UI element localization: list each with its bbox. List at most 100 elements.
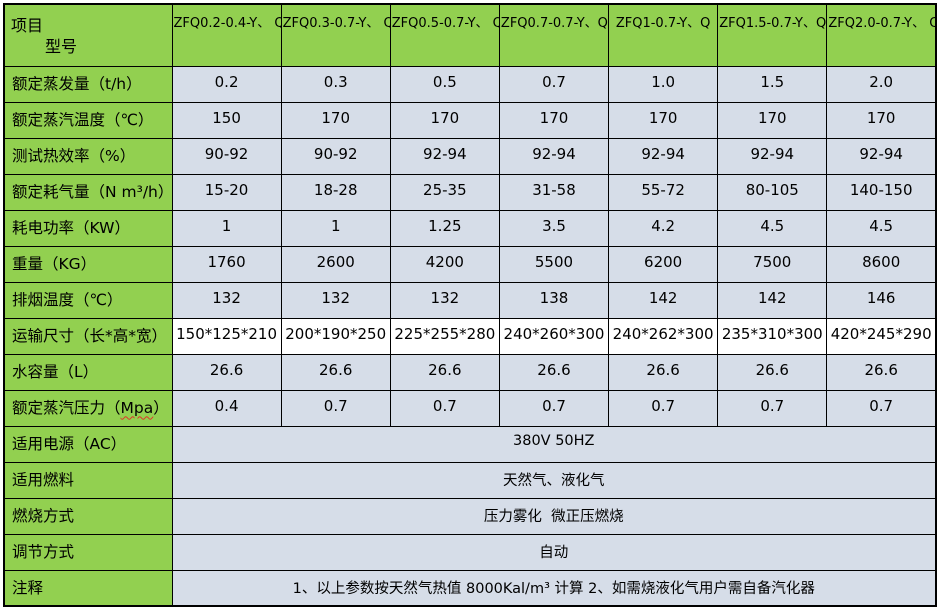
value-cell: 26.6 <box>498 353 610 391</box>
power-supply-value: 380V 50HZ <box>171 425 937 463</box>
row-rated-steam-pressure: 额定蒸汽压力（Mpa） 0.4 0.7 0.7 0.7 0.7 0.7 0.7 <box>3 389 937 427</box>
notes-value: 1、以上参数按天然气热值 8000Kal/m³ 计算 2、如需烧液化气用户需自备… <box>171 569 937 607</box>
value-cell: 1 <box>171 209 282 247</box>
value-cell: 3.5 <box>498 209 610 247</box>
value-cell: 170 <box>826 101 937 139</box>
row-label-power-supply: 适用电源（AC） <box>3 425 173 463</box>
value-cell: 150*125*210 <box>171 317 282 355</box>
value-cell: 0.7 <box>826 389 937 427</box>
value-cell: 4.5 <box>826 209 937 247</box>
value-cell: 92-94 <box>826 137 937 175</box>
model-column-header-3: ZFQ0.5-0.7-Y、 Q <box>389 3 500 67</box>
value-cell: 8600 <box>826 245 937 283</box>
label-suffix: ） <box>153 398 169 417</box>
value-cell: 26.6 <box>280 353 391 391</box>
value-cell: 0.7 <box>608 389 719 427</box>
value-cell: 31-58 <box>498 173 610 211</box>
value-cell: 420*245*290 <box>826 317 937 355</box>
value-cell: 92-94 <box>608 137 719 175</box>
value-cell: 6200 <box>608 245 719 283</box>
row-label-exhaust-temperature: 排烟温度（℃） <box>3 281 173 319</box>
value-cell: 0.2 <box>171 65 282 103</box>
value-cell: 5500 <box>498 245 610 283</box>
value-cell: 0.7 <box>280 389 391 427</box>
value-cell: 90-92 <box>171 137 282 175</box>
value-cell: 55-72 <box>608 173 719 211</box>
row-label-power-consumption: 耗电功率（KW） <box>3 209 173 247</box>
row-water-capacity: 水容量（L） 26.6 26.6 26.6 26.6 26.6 26.6 26.… <box>3 353 937 391</box>
value-cell: 235*310*300 <box>717 317 828 355</box>
value-cell: 26.6 <box>389 353 500 391</box>
row-rated-gas-consumption: 额定耗气量（N m³/h） 15-20 18-28 25-35 31-58 55… <box>3 173 937 211</box>
row-transport-dimensions: 运输尺寸（长*高*宽） 150*125*210 200*190*250 225*… <box>3 317 937 355</box>
value-cell: 26.6 <box>826 353 937 391</box>
boiler-spec-table: 项目 型号 ZFQ0.2-0.4-Y、 Q ZFQ0.3-0.7-Y、 Q ZF… <box>3 3 937 607</box>
value-cell: 146 <box>826 281 937 319</box>
value-cell: 4200 <box>389 245 500 283</box>
model-column-header-6: ZFQ1.5-0.7-Y、Q <box>717 3 828 67</box>
value-cell: 142 <box>608 281 719 319</box>
row-label-rated-gas-consumption: 额定耗气量（N m³/h） <box>3 173 173 211</box>
value-cell: 1 <box>280 209 391 247</box>
value-cell: 26.6 <box>171 353 282 391</box>
value-cell: 200*190*250 <box>280 317 391 355</box>
value-cell: 132 <box>389 281 500 319</box>
value-cell: 15-20 <box>171 173 282 211</box>
value-cell: 1.0 <box>608 65 719 103</box>
value-cell: 0.7 <box>389 389 500 427</box>
value-cell: 1.25 <box>389 209 500 247</box>
value-cell: 170 <box>389 101 500 139</box>
value-cell: 240*262*300 <box>608 317 719 355</box>
model-column-header-5: ZFQ1-0.7-Y、Q <box>608 3 719 67</box>
value-cell: 90-92 <box>280 137 391 175</box>
value-cell: 140-150 <box>826 173 937 211</box>
value-cell: 2600 <box>280 245 391 283</box>
value-cell: 1.5 <box>717 65 828 103</box>
row-rated-steam-temperature: 额定蒸汽温度（℃） 150 170 170 170 170 170 170 <box>3 101 937 139</box>
value-cell: 4.2 <box>608 209 719 247</box>
value-cell: 7500 <box>717 245 828 283</box>
header-row: 项目 型号 ZFQ0.2-0.4-Y、 Q ZFQ0.3-0.7-Y、 Q ZF… <box>3 3 937 67</box>
row-applicable-fuel: 适用燃料 天然气、液化气 <box>3 461 937 499</box>
value-cell: 25-35 <box>389 173 500 211</box>
row-rated-evaporation: 额定蒸发量（t/h） 0.2 0.3 0.5 0.7 1.0 1.5 2.0 <box>3 65 937 103</box>
value-cell: 150 <box>171 101 282 139</box>
value-cell: 240*260*300 <box>498 317 610 355</box>
row-regulation-mode: 调节方式 自动 <box>3 533 937 571</box>
row-label-combustion-mode: 燃烧方式 <box>3 497 173 535</box>
value-cell: 92-94 <box>717 137 828 175</box>
value-cell: 0.3 <box>280 65 391 103</box>
value-cell: 142 <box>717 281 828 319</box>
spellcheck-word: Mpa <box>120 398 154 417</box>
value-cell: 26.6 <box>608 353 719 391</box>
value-cell: 0.7 <box>717 389 828 427</box>
model-column-header-2: ZFQ0.3-0.7-Y、 Q <box>280 3 391 67</box>
value-cell: 4.5 <box>717 209 828 247</box>
row-weight: 重量（KG） 1760 2600 4200 5500 6200 7500 860… <box>3 245 937 283</box>
applicable-fuel-value: 天然气、液化气 <box>171 461 937 499</box>
row-label-tested-thermal-efficiency: 测试热效率（%） <box>3 137 173 175</box>
row-combustion-mode: 燃烧方式 压力雾化 微正压燃烧 <box>3 497 937 535</box>
value-cell: 80-105 <box>717 173 828 211</box>
value-cell: 132 <box>280 281 391 319</box>
row-exhaust-temperature: 排烟温度（℃） 132 132 132 138 142 142 146 <box>3 281 937 319</box>
row-label-rated-steam-temperature: 额定蒸汽温度（℃） <box>3 101 173 139</box>
value-cell: 2.0 <box>826 65 937 103</box>
value-cell: 170 <box>608 101 719 139</box>
row-label-transport-dimensions: 运输尺寸（长*高*宽） <box>3 317 173 355</box>
row-notes: 注释 1、以上参数按天然气热值 8000Kal/m³ 计算 2、如需烧液化气用户… <box>3 569 937 607</box>
value-cell: 0.7 <box>498 389 610 427</box>
row-label-applicable-fuel: 适用燃料 <box>3 461 173 499</box>
corner-line1: 项目 <box>11 15 44 35</box>
label-prefix: 额定蒸汽压力（ <box>12 398 121 417</box>
model-column-header-7: ZFQ2.0-0.7-Y、 Q <box>826 3 937 67</box>
corner-line2: 型号 <box>45 37 78 57</box>
value-cell: 92-94 <box>498 137 610 175</box>
row-label-weight: 重量（KG） <box>3 245 173 283</box>
row-label-regulation-mode: 调节方式 <box>3 533 173 571</box>
value-cell: 225*255*280 <box>389 317 500 355</box>
value-cell: 0.5 <box>389 65 500 103</box>
row-tested-thermal-efficiency: 测试热效率（%） 90-92 90-92 92-94 92-94 92-94 9… <box>3 137 937 175</box>
value-cell: 170 <box>717 101 828 139</box>
